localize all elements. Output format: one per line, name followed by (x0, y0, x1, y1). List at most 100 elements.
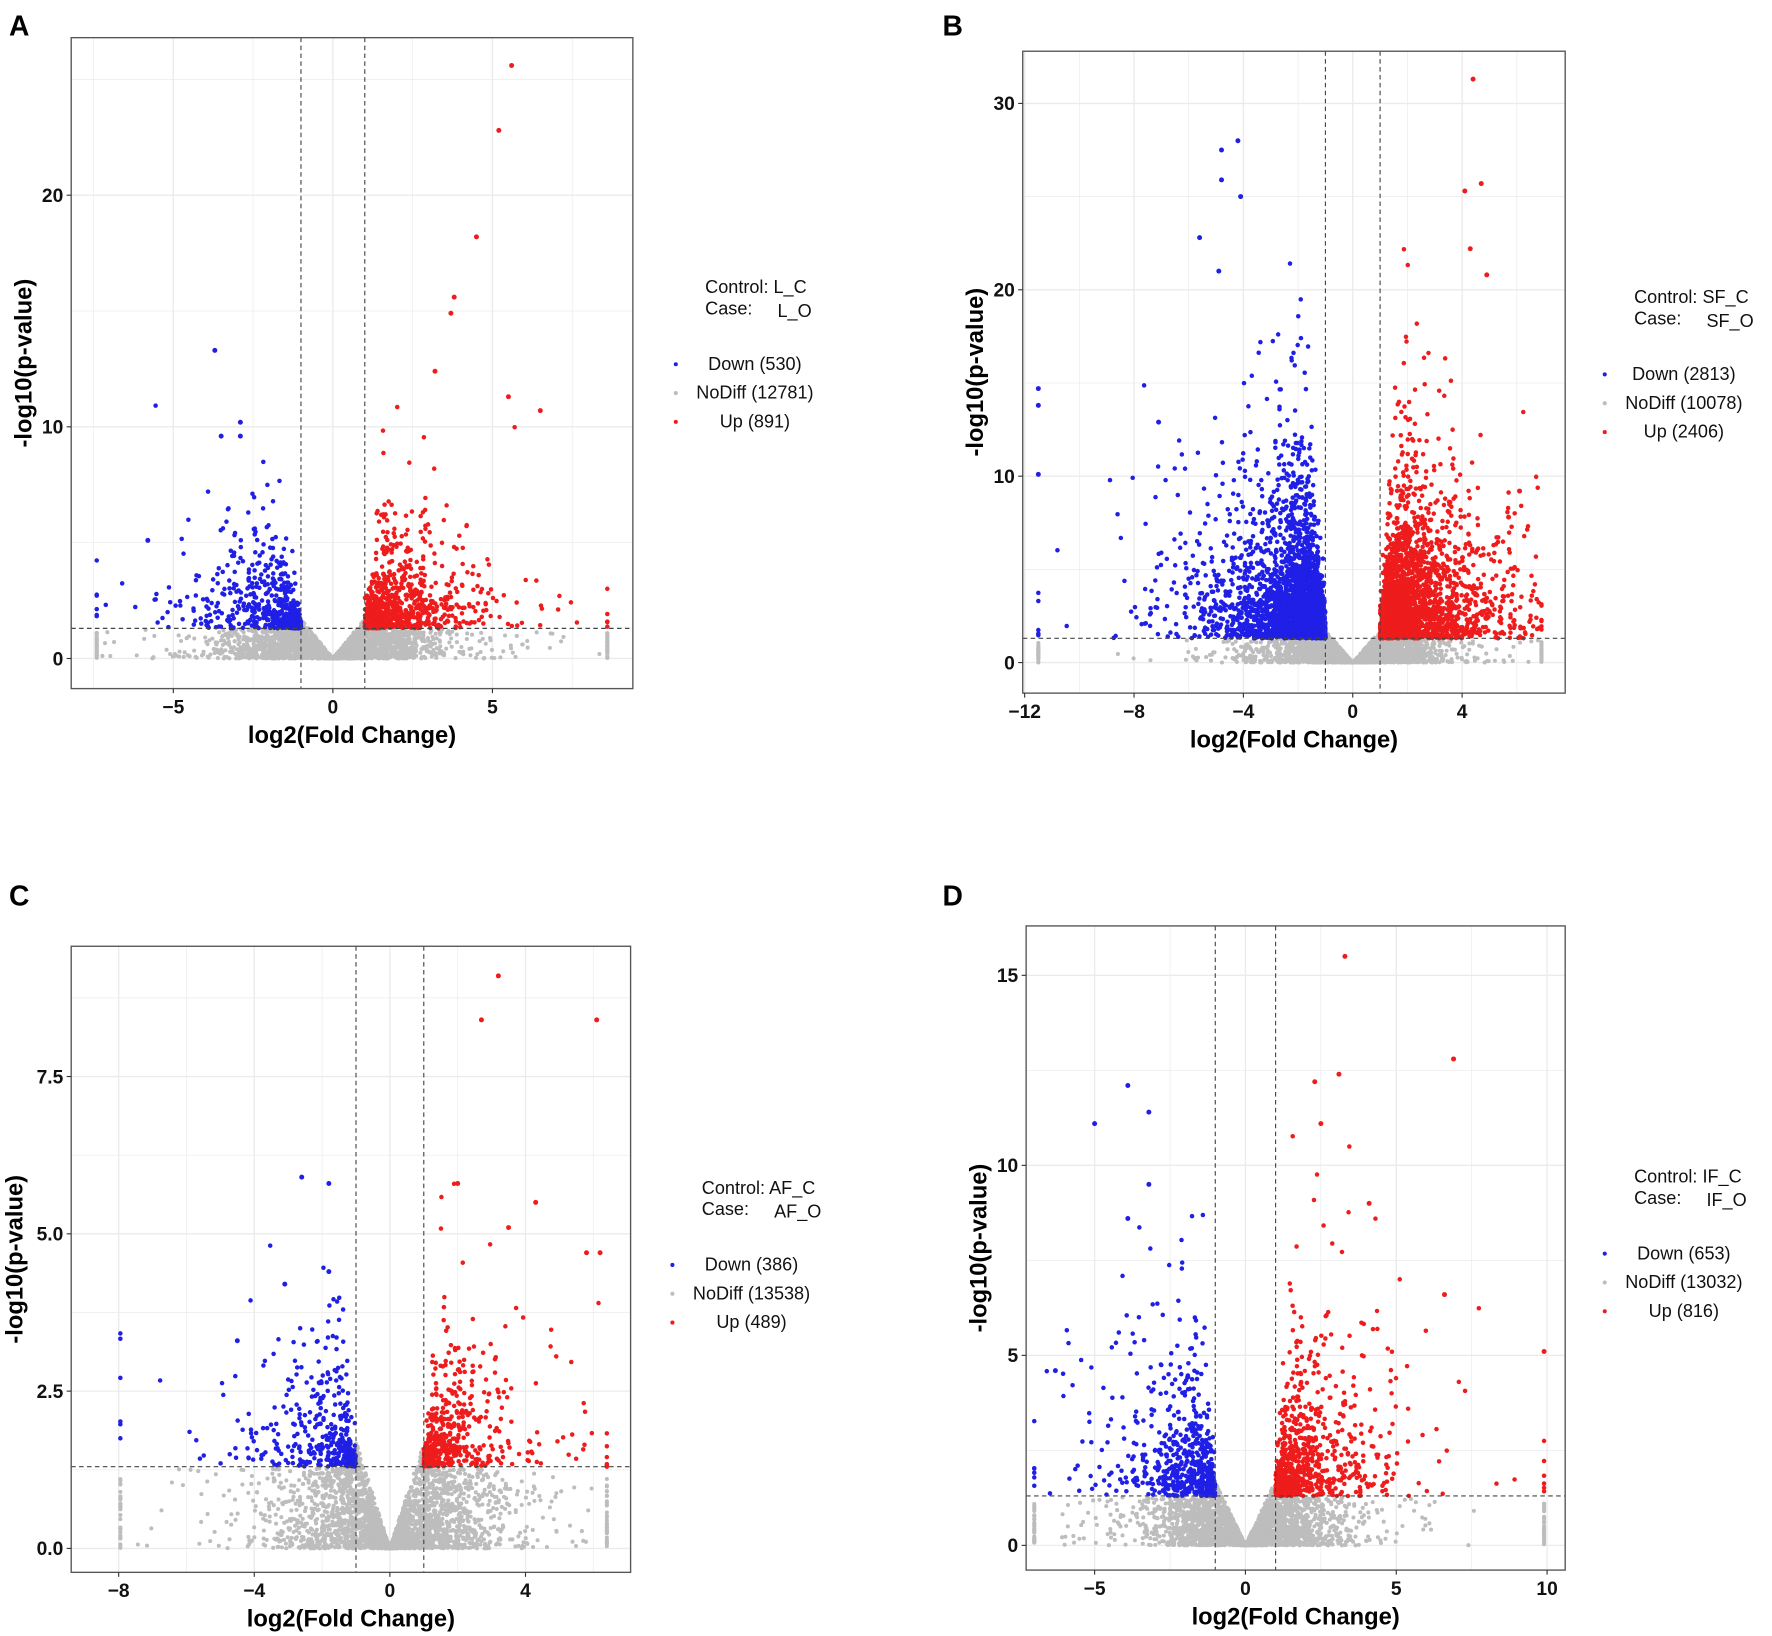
point-nodiff (441, 653, 445, 657)
point-down (194, 593, 199, 598)
point-up (387, 569, 392, 574)
point-up (442, 606, 447, 611)
point-up (460, 611, 465, 616)
point-up (389, 542, 394, 547)
point-down (271, 571, 276, 576)
point-up (415, 573, 420, 578)
point-up (388, 602, 393, 607)
legend: Control: L_CCase: L_ODown (530)NoDiff (12… (674, 277, 814, 431)
point-nodiff (422, 655, 426, 659)
point-nodiff (413, 639, 417, 643)
point-up (403, 571, 408, 576)
point-up (515, 623, 520, 628)
point-up (389, 502, 394, 507)
point-nodiff (233, 639, 237, 643)
point-up (381, 428, 386, 433)
point-nodiff (182, 655, 186, 659)
point-nodiff (238, 645, 242, 649)
panel-a: −5 0 501020log2(Fold Change)-log10(p-value… (9, 9, 813, 748)
point-nodiff (490, 656, 494, 660)
point-up (419, 590, 424, 595)
point-down (181, 551, 186, 556)
point-nodiff (520, 642, 524, 646)
point-up (419, 578, 424, 583)
point-nodiff (263, 646, 267, 650)
point-nodiff (217, 630, 221, 634)
point-nodiff (394, 654, 398, 658)
point-up (372, 605, 377, 610)
point-down (260, 598, 265, 603)
point-nodiff (459, 651, 463, 655)
point-nodiff (1220, 660, 1224, 664)
point-nodiff (174, 654, 178, 658)
point-nodiff (373, 647, 377, 651)
point-nodiff (257, 647, 261, 651)
point-down (217, 609, 222, 614)
point-up (378, 618, 383, 623)
point-down (204, 604, 209, 609)
legend-case: L_O (778, 301, 812, 322)
point-up (569, 600, 574, 605)
point-up (454, 602, 459, 607)
point-nodiff (317, 653, 321, 657)
point-up (382, 551, 387, 556)
point-up (605, 612, 610, 617)
point-down (94, 613, 99, 618)
point-nodiff (385, 647, 389, 651)
point-up (449, 579, 454, 584)
point-up (366, 602, 371, 607)
point-down (204, 619, 209, 624)
point-nodiff (277, 655, 281, 659)
point-nodiff (455, 633, 459, 637)
point-up (418, 530, 423, 535)
point-down (154, 592, 159, 597)
point-nodiff (368, 639, 372, 643)
point-nodiff (434, 632, 438, 636)
point-up (556, 607, 561, 612)
point-nodiff (488, 636, 492, 640)
point-up (509, 63, 514, 68)
point-up (502, 593, 507, 598)
point-down (180, 617, 185, 622)
point-down (282, 585, 287, 590)
point-nodiff (414, 649, 418, 653)
point-down (266, 566, 271, 571)
point-up (375, 509, 380, 514)
point-nodiff (272, 641, 276, 645)
point-down (267, 587, 272, 592)
point-down (266, 574, 271, 579)
point-nodiff (392, 646, 396, 650)
point-nodiff (135, 653, 139, 657)
point-down (270, 624, 275, 629)
point-down (257, 560, 262, 565)
point-down (267, 605, 272, 610)
point-nodiff (381, 645, 385, 649)
point-up (506, 394, 511, 399)
point-nodiff (347, 639, 351, 643)
point-down (267, 612, 272, 617)
point-up (392, 534, 397, 539)
point-nodiff (263, 641, 267, 645)
point-up (486, 591, 491, 596)
point-nodiff (509, 644, 513, 648)
point-down (262, 579, 267, 584)
point-down (259, 572, 264, 577)
point-down (206, 625, 211, 630)
point-down (185, 595, 190, 600)
point-up (377, 603, 382, 608)
point-up (487, 562, 492, 567)
point-nodiff (225, 655, 229, 659)
point-nodiff (232, 645, 236, 649)
point-up (423, 622, 428, 627)
point-down (250, 581, 255, 586)
point-up (446, 583, 451, 588)
y-tick-label: 0 (53, 649, 64, 670)
point-up (425, 618, 430, 623)
point-nodiff (416, 632, 420, 636)
point-up (460, 582, 465, 587)
point-nodiff (346, 643, 350, 647)
point-nodiff (383, 632, 387, 636)
point-nodiff (293, 653, 297, 657)
point-down (235, 611, 240, 616)
point-up (557, 594, 562, 599)
